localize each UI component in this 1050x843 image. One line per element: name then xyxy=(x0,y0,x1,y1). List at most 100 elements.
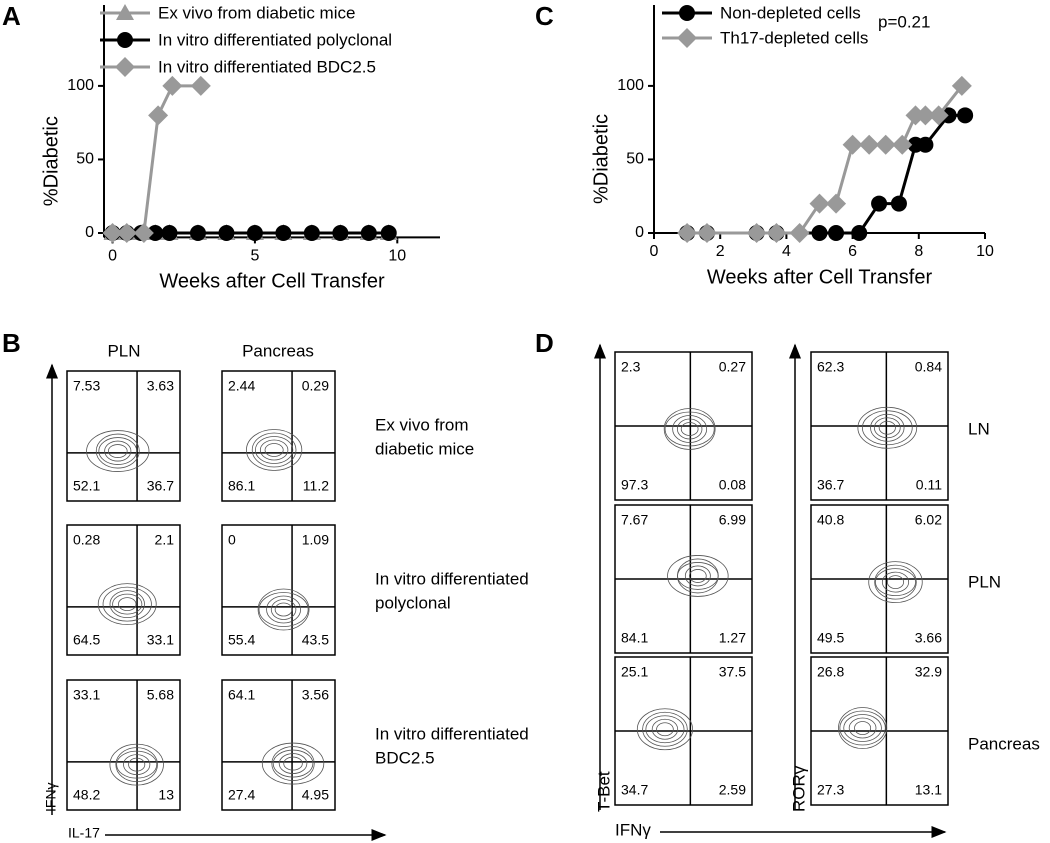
quadrant-value: 0 xyxy=(228,532,236,548)
contour xyxy=(684,565,711,587)
contour xyxy=(875,568,916,597)
contour xyxy=(881,571,910,593)
column-header: Pancreas xyxy=(242,341,314,360)
marker xyxy=(957,107,974,124)
row-label: LN xyxy=(968,419,990,438)
marker xyxy=(218,224,235,241)
quadrant-value: 3.66 xyxy=(915,630,942,646)
marker xyxy=(116,222,137,243)
contour xyxy=(104,440,132,462)
contour xyxy=(848,717,877,739)
plot-frame xyxy=(221,524,336,656)
marker xyxy=(677,223,698,243)
quadrant-value: 5.68 xyxy=(147,687,174,703)
contour xyxy=(667,555,729,597)
y-axis-title: %Diabetic xyxy=(590,114,612,204)
contour xyxy=(86,430,150,472)
row-label: Ex vivo from xyxy=(375,415,469,434)
x-axis-title: Weeks after Cell Transfer xyxy=(159,271,385,293)
quadrant-value: 4.95 xyxy=(302,787,329,803)
contour xyxy=(663,408,716,450)
contour xyxy=(112,593,143,615)
contour xyxy=(98,437,138,465)
marker xyxy=(871,195,888,212)
quadrant-value: 1.27 xyxy=(719,630,746,646)
x-tick-label: 4 xyxy=(782,243,791,260)
quadrant-value: 0.84 xyxy=(915,359,942,375)
contour xyxy=(642,711,688,747)
marker xyxy=(190,75,211,96)
quadrant-value: 13 xyxy=(158,787,174,803)
contour xyxy=(868,561,923,604)
marker xyxy=(811,225,828,241)
x-axis-title: IL-17 xyxy=(68,825,100,841)
marker xyxy=(766,223,787,243)
quadrant-value: 1.09 xyxy=(302,532,329,548)
row-label: PLN xyxy=(968,572,1001,591)
contour xyxy=(261,742,325,785)
quadrant-value: 36.7 xyxy=(147,478,174,494)
quadrant-value: 97.3 xyxy=(621,477,648,493)
legend-marker xyxy=(117,32,133,48)
quadrant-value: 2.3 xyxy=(621,359,641,375)
marker xyxy=(917,136,934,153)
series-line xyxy=(687,113,966,235)
quadrant-value: 52.1 xyxy=(73,478,100,494)
quadrant-value: 0.29 xyxy=(302,378,329,394)
marker xyxy=(161,224,178,241)
marker xyxy=(380,224,397,241)
contour xyxy=(664,411,715,447)
contour xyxy=(271,746,315,781)
quadrant-value: 13.1 xyxy=(915,782,942,798)
quadrant-value: 64.5 xyxy=(73,632,100,648)
x-tick-label: 0 xyxy=(108,248,117,265)
quadrant-value: 0.28 xyxy=(73,532,100,548)
contour xyxy=(672,415,708,443)
contour xyxy=(854,721,872,735)
legend-label: In vitro differentiated BDC2.5 xyxy=(158,57,376,76)
x-tick-label: 6 xyxy=(848,243,857,260)
y-axis-title: T-Bet xyxy=(594,771,613,812)
quadrant-value: 7.67 xyxy=(621,512,648,528)
y-tick-label: 0 xyxy=(635,224,644,241)
marker xyxy=(133,222,154,243)
plot-frame xyxy=(221,679,336,811)
marker xyxy=(162,75,183,96)
legend-label: Non-depleted cells xyxy=(720,3,861,22)
quadrant-value: 64.1 xyxy=(228,687,255,703)
legend-label: In vitro differentiated polyclonal xyxy=(158,30,392,49)
contour xyxy=(857,406,918,449)
contour xyxy=(278,753,308,774)
marker xyxy=(915,105,936,126)
quadrant-value: 6.99 xyxy=(719,512,746,528)
contour xyxy=(255,436,294,464)
quadrant-value: 6.02 xyxy=(915,512,942,528)
contour xyxy=(689,569,707,583)
marker xyxy=(859,134,880,155)
row-label: diabetic mice xyxy=(375,439,474,458)
contour xyxy=(258,592,309,627)
marker xyxy=(275,224,292,241)
panel-letter: B xyxy=(2,328,21,358)
quadrant-value: 33.1 xyxy=(147,632,174,648)
legend-marker xyxy=(116,4,134,20)
plot-frame xyxy=(221,370,336,502)
quadrant-value: 62.3 xyxy=(817,359,844,375)
x-tick-label: 5 xyxy=(250,248,259,265)
contour xyxy=(873,417,901,439)
quadrant-value: 49.5 xyxy=(817,630,844,646)
x-tick-label: 10 xyxy=(388,248,406,265)
marker xyxy=(303,224,320,241)
quadrant-value: 2.1 xyxy=(155,532,175,548)
quadrant-value: 26.8 xyxy=(817,664,844,680)
quadrant-value: 3.63 xyxy=(147,378,174,394)
contour xyxy=(839,710,886,746)
contour xyxy=(861,410,913,446)
contour xyxy=(676,418,703,440)
contour xyxy=(874,564,917,600)
y-axis-title: IFNγ xyxy=(43,782,59,812)
plot-frame xyxy=(66,679,181,811)
contour xyxy=(272,749,314,778)
marker xyxy=(189,224,206,241)
x-tick-label: 2 xyxy=(716,243,725,260)
